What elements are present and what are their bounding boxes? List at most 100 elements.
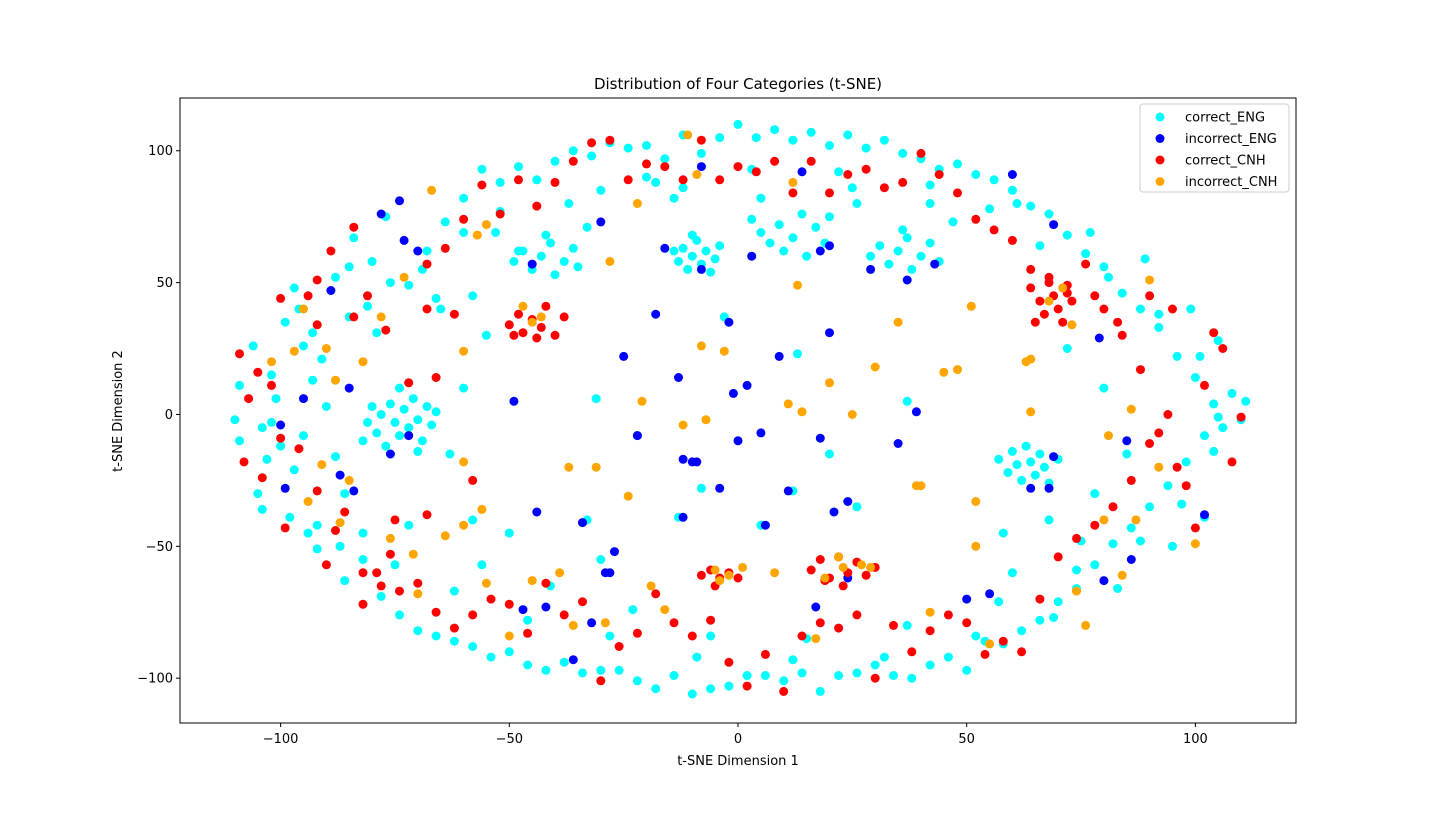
point-incorrect_CNH-32 — [637, 396, 647, 406]
point-correct_CNH-149 — [1044, 272, 1054, 282]
point-correct_CNH-83 — [934, 170, 944, 179]
point-correct_ENG-51 — [623, 143, 633, 153]
point-correct_ENG-65 — [751, 133, 761, 143]
point-correct_CNH-103 — [1117, 330, 1127, 340]
point-correct_ENG-149 — [267, 417, 276, 427]
point-correct_CNH-155 — [1030, 317, 1040, 327]
point-correct_CNH-157 — [449, 309, 459, 319]
point-incorrect_ENG-64 — [541, 602, 551, 612]
point-incorrect_CNH-8 — [344, 475, 354, 485]
point-incorrect_CNH-69 — [1026, 407, 1036, 417]
point-correct_CNH-165 — [1168, 304, 1177, 314]
point-incorrect_CNH-80 — [1145, 275, 1155, 285]
point-correct_ENG-230 — [825, 212, 834, 222]
point-correct_ENG-0 — [235, 380, 244, 390]
point-correct_CNH-7 — [276, 433, 286, 443]
point-correct_CNH-49 — [623, 175, 633, 185]
point-correct_CNH-102 — [1108, 502, 1118, 512]
point-incorrect_ENG-33 — [728, 388, 738, 398]
point-correct_ENG-204 — [559, 257, 569, 266]
point-incorrect_ENG-13 — [509, 396, 519, 406]
point-incorrect_CNH-36 — [683, 130, 693, 140]
point-incorrect_ENG-54 — [1026, 483, 1036, 493]
point-incorrect_ENG-30 — [696, 162, 706, 172]
point-incorrect_CNH-65 — [971, 541, 981, 551]
point-correct_ENG-126 — [431, 293, 441, 303]
point-correct_CNH-38 — [523, 628, 533, 638]
point-incorrect_ENG-35 — [742, 380, 752, 390]
point-correct_CNH-55 — [678, 175, 688, 185]
point-correct_ENG-66 — [760, 671, 770, 680]
point-correct_CNH-147 — [1035, 296, 1045, 306]
point-correct_CNH-114 — [1218, 344, 1228, 353]
point-incorrect_CNH-46 — [783, 399, 793, 409]
x-tick-label: −50 — [496, 732, 523, 747]
point-correct_CNH-154 — [1058, 317, 1068, 327]
point-correct_ENG-3 — [248, 341, 258, 351]
point-correct_CNH-42 — [559, 610, 569, 620]
point-correct_ENG-238 — [925, 238, 935, 248]
point-correct_ENG-141 — [1072, 565, 1081, 575]
point-correct_CNH-124 — [536, 322, 546, 332]
point-correct_ENG-132 — [669, 193, 679, 203]
point-correct_ENG-110 — [1163, 481, 1173, 491]
point-incorrect_ENG-15 — [532, 507, 542, 517]
point-correct_ENG-127 — [477, 560, 487, 570]
point-correct_CNH-111 — [1190, 523, 1200, 533]
x-tick-label: 0 — [734, 732, 742, 747]
point-correct_CNH-72 — [834, 623, 844, 633]
point-incorrect_CNH-42 — [719, 346, 729, 356]
point-correct_ENG-108 — [1145, 502, 1155, 512]
point-incorrect_CNH-56 — [870, 362, 880, 372]
point-correct_ENG-116 — [1218, 423, 1228, 433]
point-correct_CNH-116 — [1236, 412, 1246, 422]
point-correct_CNH-52 — [651, 589, 661, 599]
point-correct_ENG-72 — [815, 686, 825, 696]
point-correct_ENG-106 — [1126, 523, 1136, 533]
point-correct_CNH-24 — [395, 586, 404, 596]
point-incorrect_CNH-35 — [678, 420, 688, 430]
point-correct_ENG-113 — [1190, 373, 1200, 382]
point-incorrect_CNH-83 — [600, 618, 610, 628]
point-correct_ENG-272 — [847, 183, 857, 193]
point-incorrect_CNH-47 — [793, 280, 802, 290]
point-correct_ENG-38 — [504, 647, 514, 657]
point-correct_CNH-100 — [1090, 520, 1100, 530]
point-correct_ENG-33 — [459, 228, 469, 237]
point-correct_ENG-44 — [559, 657, 569, 667]
point-incorrect_CNH-3 — [303, 497, 313, 506]
point-correct_CNH-64 — [760, 649, 770, 659]
x-tick-label: 100 — [1183, 732, 1208, 747]
point-correct_ENG-236 — [907, 264, 917, 274]
point-incorrect_ENG-36 — [756, 428, 766, 438]
point-correct_CNH-85 — [953, 188, 962, 198]
point-correct_ENG-270 — [642, 172, 651, 182]
point-correct_CNH-78 — [889, 620, 898, 630]
point-correct_ENG-95 — [1026, 201, 1036, 211]
point-correct_CNH-26 — [413, 578, 423, 588]
point-incorrect_CNH-21 — [504, 631, 514, 641]
point-correct_ENG-201 — [536, 251, 546, 261]
point-correct_ENG-64 — [742, 671, 752, 680]
point-correct_ENG-168 — [971, 631, 981, 641]
point-incorrect_CNH-30 — [623, 491, 633, 501]
point-correct_ENG-271 — [678, 183, 688, 193]
point-correct_ENG-28 — [413, 626, 423, 636]
point-correct_ENG-53 — [642, 141, 651, 150]
point-correct_ENG-237 — [916, 251, 926, 261]
point-incorrect_ENG-39 — [783, 486, 793, 496]
point-correct_CNH-107 — [1154, 428, 1164, 438]
point-correct_CNH-36 — [504, 599, 514, 609]
point-correct_ENG-222 — [765, 238, 775, 248]
legend-label-correct_CNH: correct_CNH — [1185, 154, 1266, 169]
point-correct_CNH-21 — [376, 581, 386, 591]
point-correct_ENG-48 — [596, 665, 606, 675]
point-incorrect_CNH-61 — [939, 367, 949, 377]
point-correct_ENG-16 — [312, 544, 322, 554]
point-correct_ENG-29 — [422, 246, 432, 256]
point-correct_ENG-207 — [541, 230, 551, 240]
point-correct_ENG-119 — [1241, 396, 1251, 406]
point-correct_CNH-44 — [578, 597, 587, 607]
point-incorrect_CNH-2 — [299, 304, 308, 314]
